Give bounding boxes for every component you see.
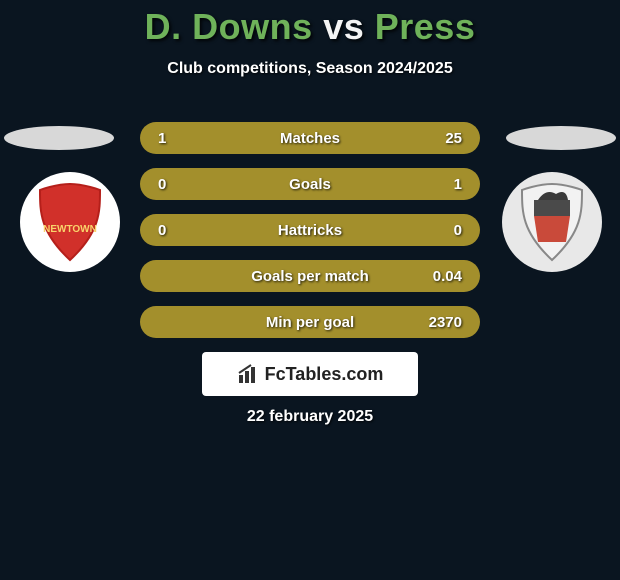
team-crest-left: NEWTOWN <box>20 172 120 272</box>
stat-label: Goals per match <box>140 268 480 285</box>
decoration-ellipse-right <box>506 126 616 150</box>
decoration-ellipse-left <box>4 126 114 150</box>
subtitle: Club competitions, Season 2024/2025 <box>0 60 620 78</box>
newtown-crest-icon: NEWTOWN <box>34 182 106 262</box>
chart-icon <box>237 363 259 385</box>
stat-row-gpm: Goals per match 0.04 <box>140 260 480 292</box>
team-crest-right <box>502 172 602 272</box>
opponent-crest-icon <box>516 182 588 262</box>
page-title: D. Downs vs Press <box>0 6 620 48</box>
date-label: 22 february 2025 <box>0 408 620 426</box>
vs-label: vs <box>323 6 364 47</box>
stat-label: Hattricks <box>140 222 480 239</box>
stat-row-mpg: Min per goal 2370 <box>140 306 480 338</box>
stat-label: Goals <box>140 176 480 193</box>
brand-badge[interactable]: FcTables.com <box>202 352 418 396</box>
player1-name: D. Downs <box>145 6 313 47</box>
stat-row-goals: 0 Goals 1 <box>140 168 480 200</box>
svg-text:NEWTOWN: NEWTOWN <box>43 224 97 235</box>
comparison-card: D. Downs vs Press Club competitions, Sea… <box>0 0 620 580</box>
brand-text: FcTables.com <box>265 364 384 385</box>
stat-label: Matches <box>140 130 480 147</box>
player2-name: Press <box>375 6 476 47</box>
stat-row-matches: 1 Matches 25 <box>140 122 480 154</box>
stat-label: Min per goal <box>140 314 480 331</box>
stat-row-hattricks: 0 Hattricks 0 <box>140 214 480 246</box>
